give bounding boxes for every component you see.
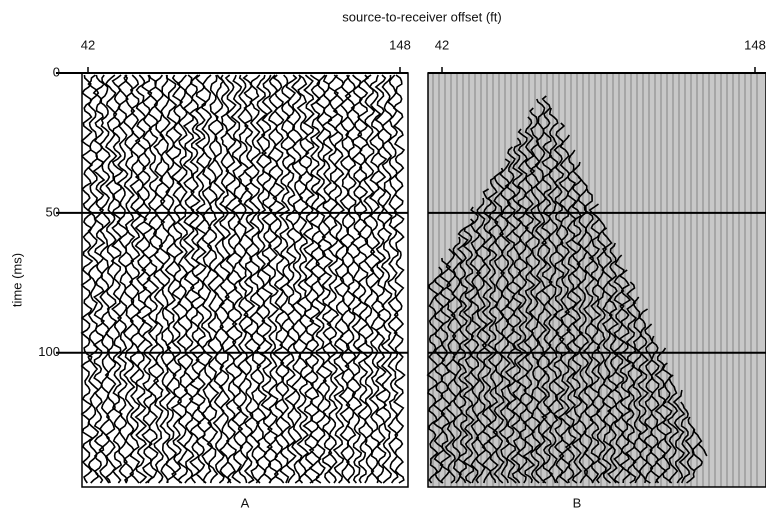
trace — [601, 227, 614, 484]
trace — [255, 74, 268, 484]
trace — [450, 236, 464, 484]
trace — [552, 122, 566, 484]
trace — [176, 74, 189, 484]
x-tick-label: 42 — [435, 37, 449, 52]
trace — [595, 215, 607, 484]
trace — [691, 428, 704, 472]
trace — [224, 74, 238, 484]
trace — [504, 146, 517, 484]
trace — [278, 74, 292, 484]
trace — [338, 74, 352, 484]
trace — [128, 74, 142, 484]
trace — [350, 74, 363, 484]
trace — [666, 374, 679, 484]
trace — [206, 74, 220, 484]
trace — [158, 74, 172, 484]
trace — [146, 74, 160, 484]
trace — [462, 218, 476, 484]
trace — [540, 95, 554, 484]
trace — [386, 74, 399, 484]
trace — [661, 362, 673, 484]
trace — [613, 254, 625, 484]
trace — [321, 74, 334, 484]
trace — [426, 278, 440, 484]
y-tick-label: 0 — [53, 64, 60, 79]
x-tick-label: 148 — [389, 37, 411, 52]
trace — [564, 149, 578, 484]
trace — [374, 74, 388, 484]
trace — [296, 74, 310, 484]
y-axis-label: time (ms) — [9, 253, 24, 307]
trace — [672, 389, 686, 484]
trace — [134, 74, 148, 484]
trace — [444, 248, 457, 484]
trace — [248, 74, 262, 484]
trace — [140, 74, 154, 484]
trace — [242, 74, 256, 484]
trace — [697, 443, 708, 457]
y-tick-label: 50 — [46, 204, 60, 219]
trace — [546, 107, 560, 484]
trace — [200, 74, 214, 484]
trace — [92, 74, 106, 484]
x-tick-label: 42 — [81, 37, 95, 52]
panel-label: A — [241, 495, 250, 510]
trace — [582, 188, 595, 484]
trace — [80, 74, 94, 484]
trace — [588, 203, 602, 484]
trace — [362, 74, 376, 484]
trace — [528, 107, 542, 484]
trace — [643, 323, 654, 484]
trace — [98, 74, 111, 484]
trace — [236, 74, 250, 484]
trace — [87, 74, 100, 484]
trace — [636, 308, 649, 484]
trace — [170, 74, 184, 484]
trace — [152, 74, 166, 484]
trace — [678, 401, 691, 484]
x-tick-label: 148 — [744, 37, 766, 52]
trace — [570, 161, 584, 484]
trace — [326, 74, 340, 484]
trace — [104, 74, 118, 484]
trace — [649, 335, 660, 484]
trace — [606, 242, 619, 484]
trace — [492, 167, 506, 484]
trace — [302, 74, 316, 484]
trace — [290, 74, 304, 484]
trace — [182, 74, 196, 484]
panel: 42 148 0 50 100 A — [38, 37, 411, 510]
trace — [308, 74, 322, 484]
trace — [625, 281, 638, 484]
trace — [266, 74, 280, 484]
panel-label: B — [573, 495, 582, 510]
trace — [456, 227, 470, 484]
trace — [212, 74, 226, 484]
trace — [116, 74, 130, 484]
trace — [486, 176, 499, 484]
trace — [332, 74, 346, 484]
trace — [481, 188, 494, 484]
trace — [510, 137, 524, 484]
trace — [522, 116, 536, 484]
panel: 42 148 B — [426, 37, 766, 510]
trace — [194, 74, 208, 484]
trace — [218, 74, 232, 484]
trace — [631, 296, 643, 484]
trace — [654, 347, 668, 484]
trace — [380, 75, 394, 484]
trace — [618, 269, 632, 484]
trace — [260, 74, 274, 484]
x-axis-label: source-to-receiver offset (ft) — [342, 9, 501, 24]
y-tick-label: 100 — [38, 344, 60, 359]
trace — [392, 74, 406, 484]
